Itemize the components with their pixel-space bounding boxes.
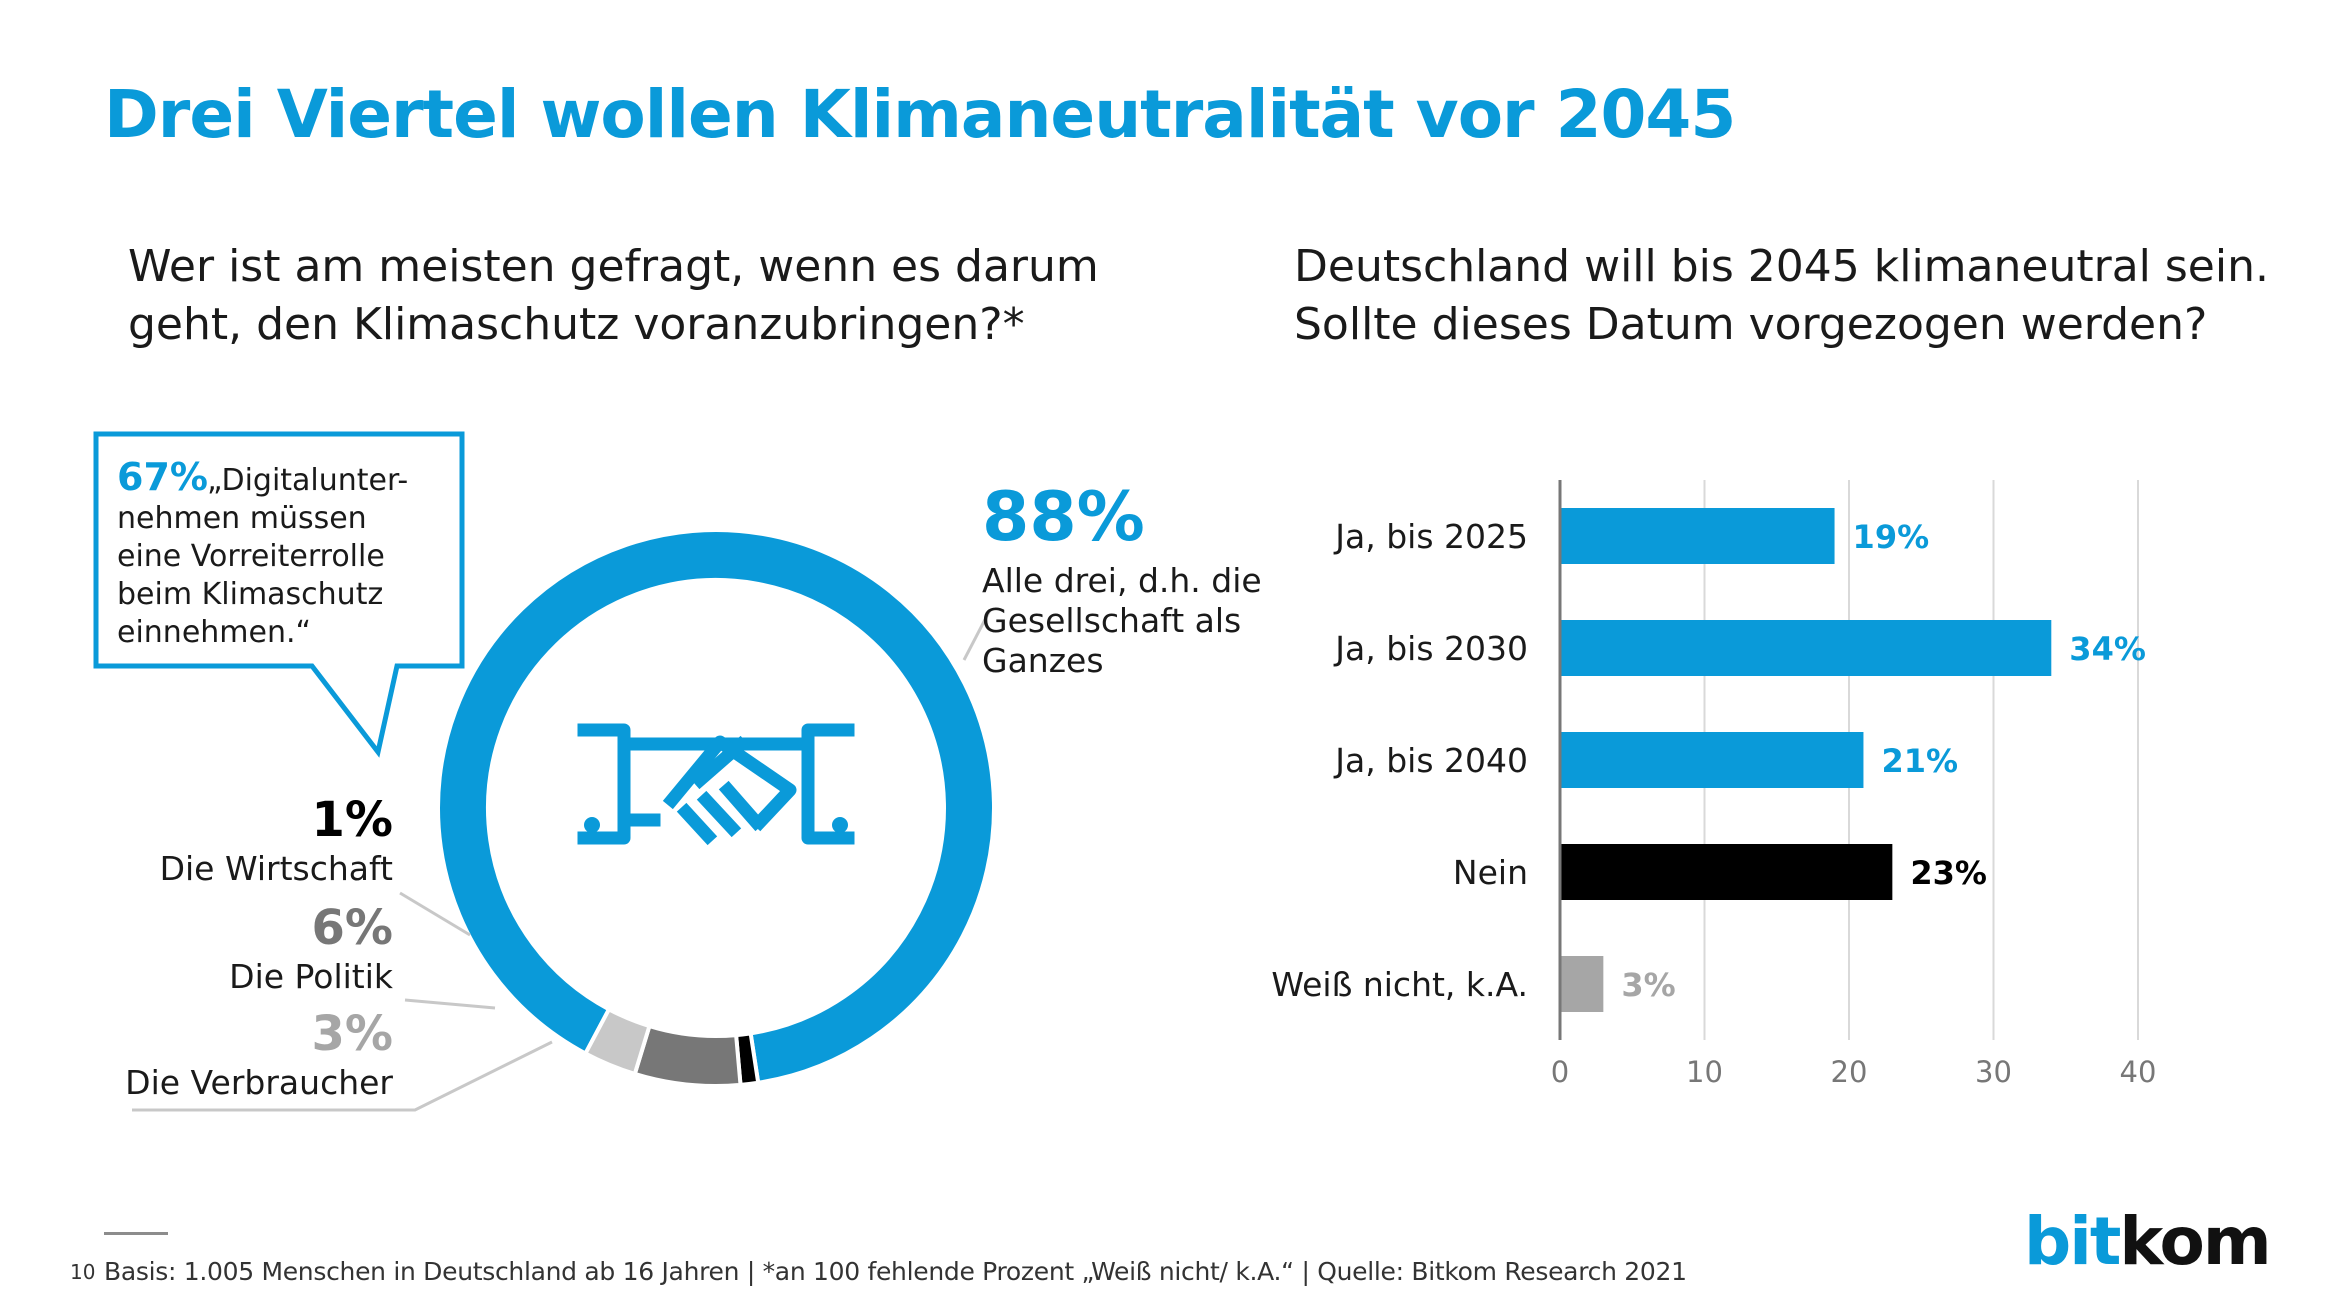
page-number: 10	[70, 1260, 96, 1284]
bar-value-label: 3%	[1621, 966, 1675, 1004]
donut-category-label-verbraucher: Die Verbraucher	[125, 1063, 393, 1102]
donut-slices	[436, 528, 996, 1088]
donut-leader-lines	[132, 609, 992, 1112]
callout-percent: 67%	[117, 455, 208, 499]
bar-category-labels: Ja, bis 2025 Ja, bis 2030 Ja, bis 2040 Nein…	[1271, 517, 1528, 1004]
callout-line: nehmen müssen	[117, 501, 367, 536]
callout-box	[93, 431, 465, 758]
logo-part: bit	[2024, 1203, 2121, 1280]
handshake-icon	[577, 723, 855, 846]
leader-line-gesellschaft	[962, 609, 992, 661]
bar-value-label: 21%	[1881, 742, 1958, 780]
donut-value-label-verbraucher: 3%	[312, 1006, 394, 1062]
bar-category-label: Ja, bis 2030	[1333, 629, 1528, 668]
handshake-icon-dot-right	[832, 817, 848, 833]
right-question-line: Sollte dieses Datum vorgezogen werden?	[1294, 299, 2208, 350]
left-question-line: Wer ist am meisten gefragt, wenn es daru…	[128, 241, 1099, 292]
bar-category-label: Weiß nicht, k.A.	[1271, 965, 1528, 1004]
bar-value-label: 34%	[2069, 630, 2146, 668]
bar-value-label: 19%	[1853, 518, 1930, 556]
leader-line-politik	[404, 998, 496, 1010]
bar-value-labels: 19% 34% 21% 23% 3%	[1621, 518, 2146, 1004]
bar-value-label: 23%	[1910, 854, 1987, 892]
footer-divider	[104, 1232, 168, 1235]
bar-category-label: Nein	[1453, 853, 1528, 892]
callout-line: „Digitalunter-	[207, 463, 408, 498]
right-question-line: Deutschland will bis 2045 klimaneutral s…	[1294, 241, 2269, 292]
bar-category-label: Ja, bis 2040	[1333, 741, 1528, 780]
bar-tick-label: 0	[1551, 1055, 1569, 1089]
bar-tick-label: 10	[1686, 1055, 1723, 1089]
bar	[1560, 844, 1893, 900]
bar-chart: Ja, bis 2025 Ja, bis 2030 Ja, bis 2040 Nein…	[1271, 480, 2157, 1089]
bar-category-label: Ja, bis 2025	[1333, 517, 1528, 556]
donut-category-label-gesellschaft: Alle drei, d.h. die	[982, 561, 1262, 600]
left-question: Wer ist am meisten gefragt, wenn es daru…	[128, 238, 1099, 354]
callout-line: beim Klimaschutz	[117, 577, 383, 612]
logo-part: kom	[2119, 1203, 2271, 1280]
bitkom-logo: bitkom	[2024, 1203, 2272, 1280]
bar-marks	[1560, 508, 2052, 1012]
left-question-line: geht, den Klimaschutz voranzubringen?*	[128, 299, 1025, 350]
donut-slice-politik	[632, 1023, 743, 1088]
right-question: Deutschland will bis 2045 klimaneutral s…	[1294, 238, 2269, 354]
callout-line: eine Vorreiterrolle	[117, 539, 385, 574]
bar	[1560, 732, 1864, 788]
handshake-icon-dot-left	[584, 817, 600, 833]
bar	[1560, 620, 2052, 676]
bar-tick-label: 20	[1831, 1055, 1868, 1089]
page-title: Drei Viertel wollen Klimaneutralität vor…	[104, 76, 1736, 153]
bar	[1560, 508, 1835, 564]
callout-line: einnehmen.“	[117, 615, 311, 650]
donut-category-label-gesellschaft: Gesellschaft als	[982, 601, 1241, 640]
leader-line-wirtschaft	[399, 891, 471, 937]
bar-tick-label: 30	[1975, 1055, 2012, 1089]
leader-line-verbraucher	[132, 1040, 553, 1112]
bar	[1560, 956, 1604, 1012]
donut-value-label-wirtschaft: 1%	[312, 792, 394, 848]
donut-value-label-gesellschaft: 88%	[982, 478, 1145, 557]
bar-tick-label: 40	[2120, 1055, 2157, 1089]
donut-category-label-politik: Die Politik	[229, 957, 394, 996]
bar-tick-labels: 0 10 20 30 40	[1551, 1055, 2157, 1089]
donut-category-label-gesellschaft: Ganzes	[982, 641, 1104, 680]
donut-value-label-politik: 6%	[312, 900, 394, 956]
donut-category-label-wirtschaft: Die Wirtschaft	[160, 849, 393, 888]
donut-slice-gesellschaft	[436, 528, 996, 1086]
donut-chart: 67% „Digitalunter- nehmen müssen eine Vo…	[93, 431, 1262, 1112]
donut-slice-verbraucher	[582, 1006, 652, 1077]
footnote: Basis: 1.005 Menschen in Deutschland ab …	[104, 1257, 1687, 1286]
